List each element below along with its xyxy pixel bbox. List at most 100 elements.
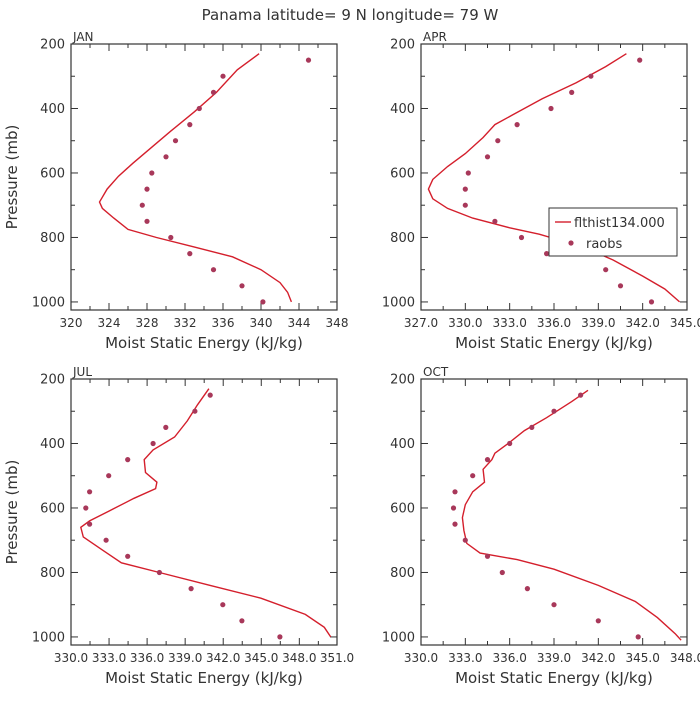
obs-point xyxy=(220,73,226,79)
x-tick-label: 333.0 xyxy=(492,316,526,330)
obs-point xyxy=(648,299,655,305)
y-tick-label: 1000 xyxy=(382,295,415,310)
plot-frame xyxy=(70,43,338,311)
x-tick-label: 336.0 xyxy=(537,316,571,330)
legend-label-model: flthist134.000 xyxy=(574,216,665,231)
x-tick-label: 339.0 xyxy=(581,316,615,330)
plot-frame xyxy=(70,378,338,646)
y-tick-label: 400 xyxy=(390,102,415,117)
obs-point xyxy=(305,57,312,63)
obs-point xyxy=(588,73,594,79)
panel-jul: 200 400 600 800 1000 330.0 333.0 336.0 339.0 342.… xyxy=(3,365,354,687)
obs-point xyxy=(196,105,202,112)
model-profile-line xyxy=(98,53,293,303)
x-tick-label: 320 xyxy=(60,316,83,330)
panel-label: OCT xyxy=(423,365,449,379)
obs-point xyxy=(163,154,169,160)
y-tick-label: 200 xyxy=(40,373,65,388)
obs-point xyxy=(125,553,131,559)
obs-point xyxy=(103,537,109,543)
y-tick-label: 1000 xyxy=(32,295,65,310)
obs-point xyxy=(484,457,491,463)
obs-point xyxy=(492,218,498,224)
obs-point xyxy=(551,602,557,608)
obs-point xyxy=(260,299,266,305)
x-tick-label: 342.0 xyxy=(625,316,659,330)
obs-point xyxy=(106,473,112,479)
y-tick-label: 400 xyxy=(40,102,65,117)
x-tick-label: 336.0 xyxy=(492,651,526,665)
x-tick-label: 342.0 xyxy=(206,651,240,665)
x-tick-label: 345.0 xyxy=(244,651,278,665)
x-tick-label: 348.0 xyxy=(670,651,700,665)
model-profile-line xyxy=(80,388,332,638)
y-axis-label: Pressure (mb) xyxy=(3,460,21,565)
obs-point xyxy=(125,457,131,463)
panel-oct: 200 400 600 800 1000 330.0 333.0 336.0 339.0 342.… xyxy=(382,365,700,687)
obs-point xyxy=(465,170,471,176)
x-tick-label: 327.0 xyxy=(404,316,438,330)
x-tick-label: 339.0 xyxy=(168,651,202,665)
obs-point xyxy=(462,537,468,543)
plot-frame xyxy=(420,43,688,311)
x-tick-label: 336.0 xyxy=(130,651,164,665)
obs-point xyxy=(499,569,505,576)
x-tick-label: 339.0 xyxy=(537,651,571,665)
x-tick-label: 328 xyxy=(136,316,159,330)
x-tick-label: 348 xyxy=(326,316,349,330)
x-tick-label: 344 xyxy=(288,316,311,330)
obs-point xyxy=(452,489,458,495)
obs-point xyxy=(187,122,193,128)
obs-point xyxy=(595,618,601,624)
obs-point xyxy=(239,618,245,624)
x-tick-label: 345.0 xyxy=(625,651,659,665)
obs-point xyxy=(637,57,643,63)
obs-point xyxy=(551,408,557,414)
panel-jan: 200 400 600 800 1000 320 324 328 332 336 340 344 348… xyxy=(3,30,348,352)
obs-point xyxy=(210,267,217,273)
figure-title: Panama latitude= 9 N longitude= 79 W xyxy=(202,6,499,24)
obs-point xyxy=(617,283,624,289)
x-axis-label: Moist Static Energy (kJ/kg) xyxy=(455,669,653,687)
obs-point xyxy=(484,553,491,559)
obs-point xyxy=(144,218,150,224)
obs-point xyxy=(149,170,155,176)
obs-point xyxy=(470,473,476,479)
x-tick-label: 351.0 xyxy=(320,651,354,665)
y-tick-label: 1000 xyxy=(382,630,415,645)
x-tick-label: 330.0 xyxy=(404,651,438,665)
obs-point xyxy=(518,234,525,241)
obs-point xyxy=(187,251,193,257)
y-tick-label: 600 xyxy=(40,501,65,516)
x-axis-label: Moist Static Energy (kJ/kg) xyxy=(455,334,653,352)
obs-point xyxy=(163,424,169,430)
obs-point xyxy=(578,392,584,398)
obs-point xyxy=(450,505,457,511)
x-tick-label: 330.0 xyxy=(54,651,88,665)
model-profile-line xyxy=(461,389,682,641)
obs-point xyxy=(507,440,513,447)
x-tick-label: 342.0 xyxy=(581,651,615,665)
x-tick-label: 345.0 xyxy=(670,316,700,330)
y-tick-label: 800 xyxy=(390,566,415,581)
x-tick-label: 333.0 xyxy=(92,651,126,665)
obs-point xyxy=(172,138,179,144)
y-tick-label: 600 xyxy=(40,166,65,181)
panel-apr: 200 400 600 800 1000 327.0 330.0 333.0 336.0 339.… xyxy=(382,30,700,352)
obs-point xyxy=(156,569,162,576)
obs-point xyxy=(207,392,213,398)
obs-point xyxy=(87,489,93,495)
obs-point xyxy=(150,440,156,447)
legend-box xyxy=(548,207,678,257)
obs-point xyxy=(210,89,217,95)
x-tick-label: 340 xyxy=(250,316,273,330)
y-tick-label: 800 xyxy=(390,231,415,246)
obs-point xyxy=(192,408,198,414)
obs-point xyxy=(524,586,531,592)
obs-point xyxy=(529,424,535,430)
obs-point xyxy=(83,505,89,511)
obs-point xyxy=(548,105,554,112)
legend-label-obs: raobs xyxy=(586,237,623,252)
y-tick-label: 600 xyxy=(390,501,415,516)
